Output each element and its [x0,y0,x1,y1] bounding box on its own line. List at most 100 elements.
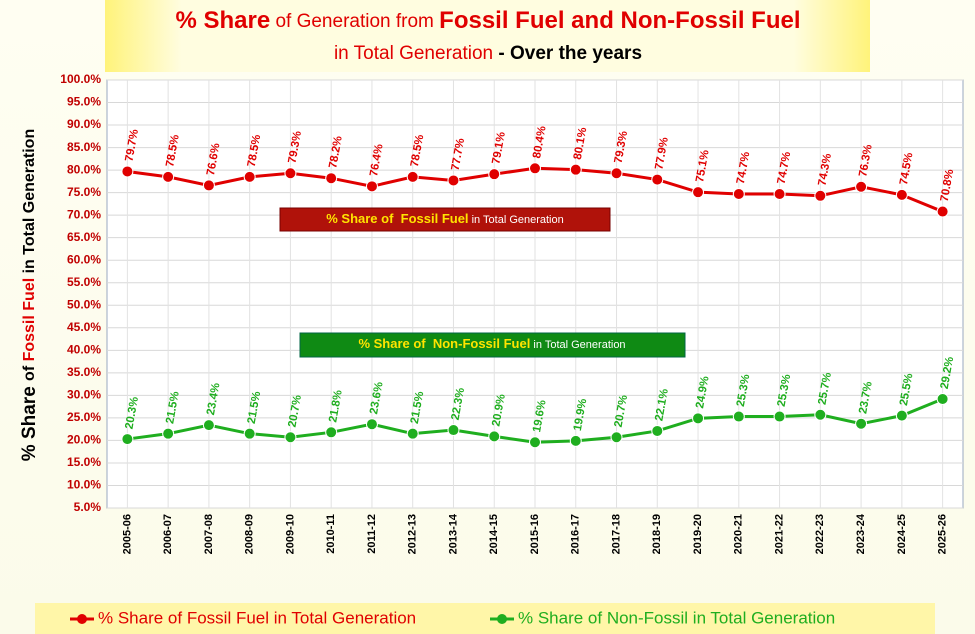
data-label: 80.4% [531,125,548,159]
data-label: 79.3% [613,130,630,164]
data-point [936,392,949,405]
data-point [121,165,134,178]
y-tick-label: 100.0% [60,72,101,86]
data-label: 23.6% [368,381,385,415]
x-tick-label: 2024-25 [896,514,908,554]
data-label: 19.9% [572,398,589,432]
data-label: 25.7% [816,372,833,406]
data-label: 80.1% [572,127,589,161]
chart-title: % Share of Generation from Fossil Fuel a… [175,7,800,34]
data-label: 20.9% [490,393,507,427]
x-tick-label: 2020-21 [733,514,745,554]
data-label: 22.3% [450,387,467,421]
data-label: 74.7% [776,151,793,185]
data-point [895,409,908,422]
y-label-part: of [21,361,38,381]
y-tick-label: 55.0% [67,275,101,289]
x-tick-label: 2015-16 [529,514,541,554]
x-tick-label: 2012-13 [407,514,419,554]
y-tick-label: 90.0% [67,117,101,131]
y-tick-label: 10.0% [67,478,101,492]
data-label: 74.7% [735,151,752,185]
data-point [406,427,419,440]
annotation: % Share of Non-Fossil Fuel in Total Gene… [358,336,625,351]
data-point [243,427,256,440]
data-label: 75.1% [694,149,711,183]
data-point [855,180,868,193]
x-tick-label: 2011-12 [366,514,378,554]
data-point [488,168,501,181]
data-point [651,173,664,186]
data-point [202,179,215,192]
data-point [406,170,419,183]
data-point [569,434,582,447]
title-part: Fossil Fuel and Non-Fossil Fuel [439,7,800,34]
data-point [692,412,705,425]
data-point [651,424,664,437]
x-tick-label: 2008-09 [244,514,256,554]
x-tick-label: 2005-06 [121,514,133,554]
data-label: 78.5% [409,134,426,168]
x-tick-label: 2019-20 [692,514,704,554]
y-tick-label: 5.0% [74,500,102,514]
x-tick-label: 2023-24 [855,513,867,554]
data-label: 21.5% [409,391,426,425]
data-label: 76.6% [205,142,222,176]
x-tick-label: 2014-15 [488,514,500,554]
legend-label: % Share of Fossil Fuel in Total Generati… [98,608,416,627]
y-tick-label: 50.0% [67,297,101,311]
subtitle-part: - Over the years [493,43,642,64]
data-label: 77.9% [653,136,670,170]
title-box [105,0,870,72]
subtitle-part: in Total Generation [334,43,493,64]
data-point [243,170,256,183]
x-tick-label: 2013-14 [447,513,459,554]
data-point [162,170,175,183]
x-tick-label: 2022-23 [814,514,826,554]
y-tick-label: 45.0% [67,320,101,334]
legend-marker [77,614,87,624]
legend-box [35,603,935,634]
y-tick-label: 80.0% [67,162,101,176]
x-tick-label: 2009-10 [284,514,296,554]
y-label-part: Fossil Fuel [21,278,38,362]
x-tick-label: 2025-26 [937,514,949,554]
data-label: 23.7% [857,381,874,415]
data-label: 21.5% [246,391,263,425]
data-point [284,167,297,180]
data-label: 77.7% [450,137,467,171]
data-point [447,174,460,187]
data-label: 24.9% [694,375,711,409]
data-label: 23.4% [205,382,222,416]
x-tick-label: 2018-19 [651,514,663,554]
data-label: 79.1% [490,131,507,165]
annotation-box [299,332,686,358]
data-label: 79.3% [287,130,304,164]
x-tick-label: 2016-17 [570,514,582,554]
data-point [732,187,745,200]
data-label: 78.5% [164,134,181,168]
data-label: 25.5% [898,372,915,406]
data-label: 21.5% [164,391,181,425]
data-label: 76.4% [368,143,385,177]
data-point [773,410,786,423]
y-tick-label: 40.0% [67,342,101,356]
data-point [121,433,134,446]
x-tick-label: 2010-11 [325,514,337,554]
y-tick-label: 20.0% [67,433,101,447]
data-point [569,163,582,176]
data-label: 74.3% [816,153,833,187]
data-point [529,436,541,449]
data-point [610,167,623,180]
data-label: 70.8% [939,168,956,202]
data-point [447,424,460,437]
annotation-part: % Share of Fossil Fuel [326,211,468,226]
data-label: 21.8% [327,389,344,423]
annotation: % Share of Fossil Fuel in Total Generati… [326,211,564,226]
data-label: 22.1% [653,388,670,422]
annotation-part: in Total Generation [530,339,625,351]
data-point [773,187,786,200]
y-tick-label: 85.0% [67,140,101,154]
y-tick-label: 15.0% [67,455,101,469]
